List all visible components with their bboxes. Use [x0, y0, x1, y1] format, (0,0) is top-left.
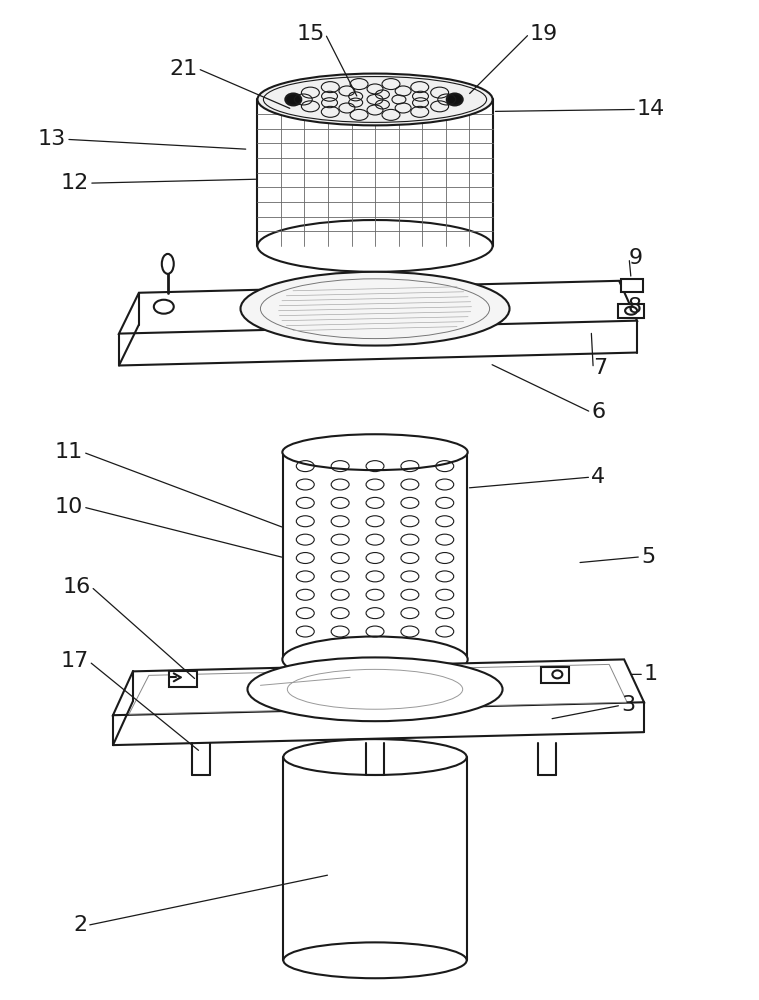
Text: 19: 19: [530, 24, 558, 44]
Ellipse shape: [247, 657, 502, 721]
Text: 5: 5: [641, 547, 655, 567]
Ellipse shape: [282, 636, 468, 682]
Text: 17: 17: [61, 651, 89, 671]
Text: 12: 12: [61, 173, 89, 193]
Text: 14: 14: [637, 99, 666, 119]
Text: 15: 15: [297, 24, 325, 44]
Text: 10: 10: [55, 497, 83, 517]
Ellipse shape: [283, 739, 467, 775]
Ellipse shape: [447, 93, 463, 105]
Bar: [541, 667, 569, 683]
Bar: [168, 671, 197, 687]
Text: 21: 21: [169, 59, 197, 79]
Polygon shape: [119, 281, 637, 334]
Ellipse shape: [257, 74, 493, 125]
Text: 1: 1: [644, 664, 658, 684]
Polygon shape: [129, 664, 627, 714]
Text: 16: 16: [63, 577, 91, 597]
Text: 13: 13: [38, 129, 66, 149]
Polygon shape: [113, 659, 644, 715]
Text: 4: 4: [591, 467, 606, 487]
Ellipse shape: [283, 942, 467, 978]
Text: 3: 3: [621, 695, 635, 715]
Ellipse shape: [154, 300, 174, 314]
Ellipse shape: [285, 93, 301, 105]
Text: 2: 2: [73, 915, 87, 935]
Text: 9: 9: [629, 248, 643, 268]
Ellipse shape: [257, 220, 493, 272]
Ellipse shape: [241, 272, 509, 346]
Text: 8: 8: [627, 297, 641, 317]
Bar: [621, 279, 643, 292]
Text: 6: 6: [591, 402, 606, 422]
Ellipse shape: [162, 254, 174, 274]
Ellipse shape: [282, 434, 468, 470]
Text: 11: 11: [55, 442, 83, 462]
Bar: [618, 304, 644, 318]
Text: 7: 7: [594, 358, 607, 378]
